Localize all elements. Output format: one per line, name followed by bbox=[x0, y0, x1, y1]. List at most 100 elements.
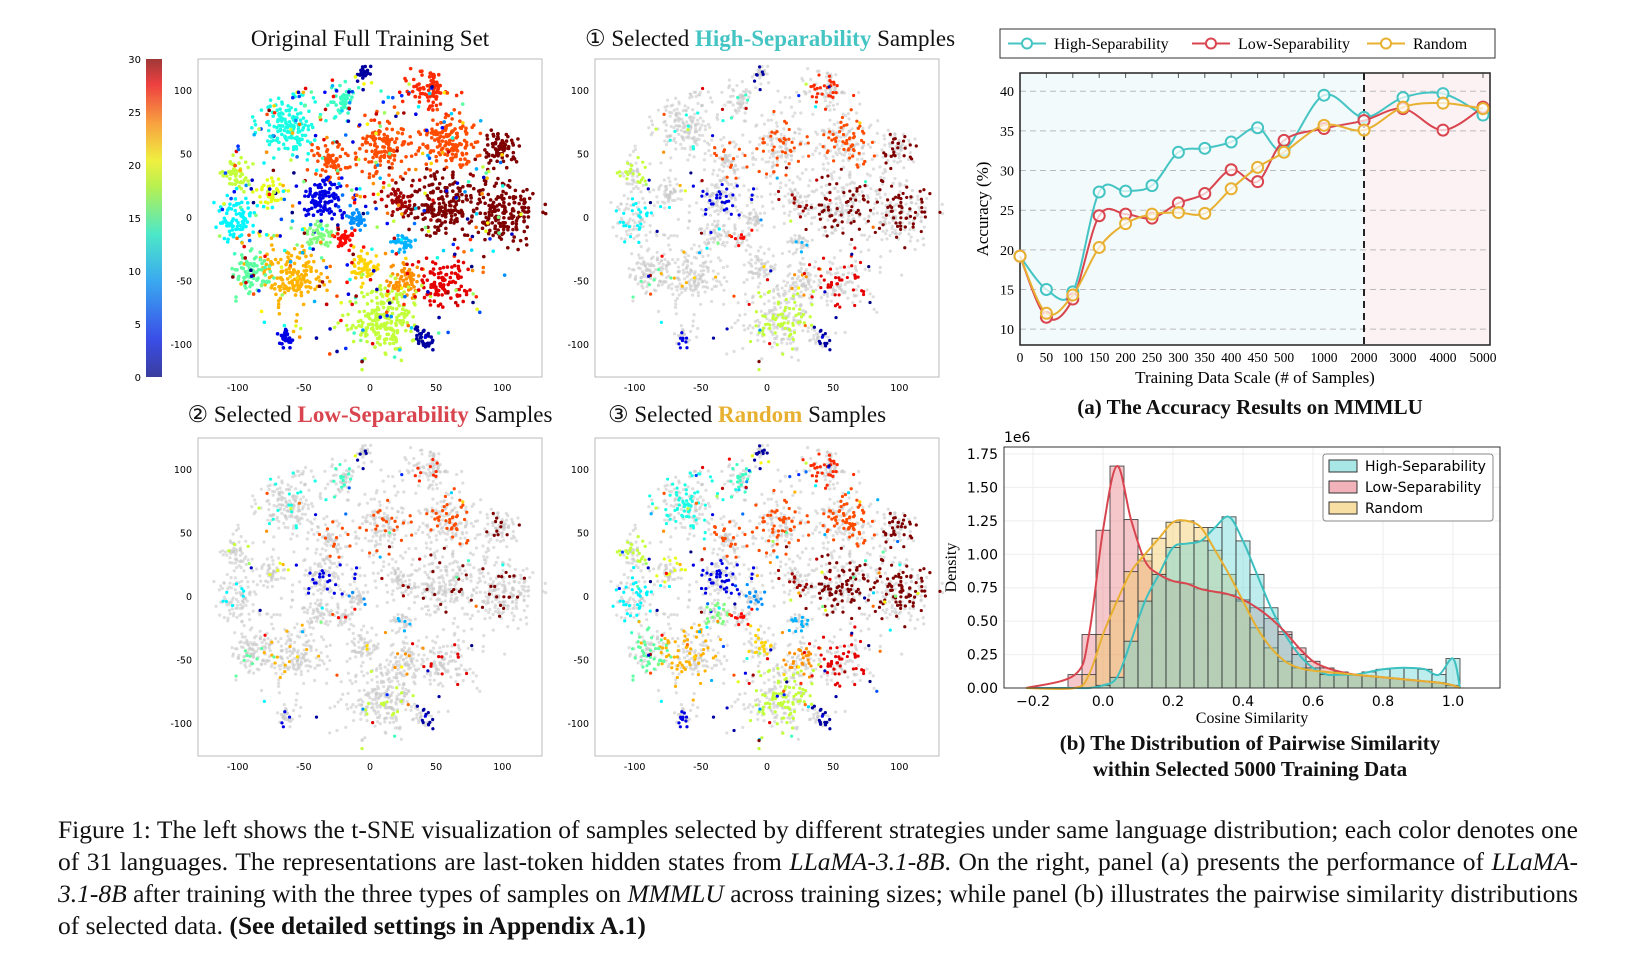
tsne-point bbox=[474, 225, 478, 230]
tsne-point bbox=[455, 131, 459, 136]
tsne-point-unselected bbox=[783, 289, 787, 293]
tsne-point-unselected bbox=[689, 92, 693, 96]
tsne-point-unselected bbox=[789, 105, 794, 109]
tsne-point-unselected bbox=[663, 105, 667, 109]
tsne-point-unselected bbox=[776, 89, 780, 93]
tsne-point bbox=[737, 147, 741, 151]
tsne-point-unselected bbox=[707, 149, 711, 153]
tsne-point bbox=[395, 330, 400, 335]
tsne-point-unselected bbox=[763, 211, 767, 215]
tsne-point-unselected bbox=[829, 299, 833, 303]
tsne-point bbox=[407, 310, 411, 315]
tsne-point-unselected bbox=[867, 234, 871, 239]
tsne-point bbox=[311, 229, 316, 233]
tsne-point-unselected bbox=[773, 192, 777, 196]
tsne-point bbox=[686, 124, 690, 128]
tsne-point-unselected bbox=[716, 256, 721, 260]
tsne-point bbox=[443, 220, 448, 224]
tsne-point bbox=[518, 238, 523, 243]
tsne-point bbox=[308, 187, 312, 191]
tsne-point bbox=[362, 262, 367, 266]
tsne-point bbox=[415, 279, 419, 284]
tsne-point-unselected bbox=[686, 254, 691, 258]
tsne-point bbox=[292, 171, 296, 175]
tsne-point-unselected bbox=[740, 229, 745, 233]
tsne-point-unselected bbox=[626, 197, 630, 201]
tsne-point-unselected bbox=[741, 133, 745, 137]
tsne-point-unselected bbox=[688, 115, 692, 119]
tsne-point bbox=[383, 251, 388, 256]
tsne-point bbox=[317, 153, 322, 158]
tsne-point bbox=[406, 323, 411, 328]
tsne-point-unselected bbox=[793, 233, 797, 238]
tsne-point-unselected bbox=[706, 253, 710, 258]
tsne-point bbox=[458, 125, 463, 130]
tsne-point bbox=[446, 150, 451, 154]
tsne-point bbox=[230, 228, 235, 232]
tsne-point-unselected bbox=[796, 175, 800, 179]
tsne-point-unselected bbox=[697, 282, 701, 286]
tsne-point-unselected bbox=[699, 207, 704, 212]
tsne-point-unselected bbox=[794, 304, 798, 308]
tsne-point bbox=[434, 290, 439, 295]
tsne-point bbox=[435, 255, 440, 260]
tsne-point bbox=[402, 311, 406, 316]
tsne-point bbox=[267, 280, 271, 284]
tsne-point bbox=[231, 234, 236, 239]
tsne-point bbox=[302, 231, 307, 235]
tsne-point-unselected bbox=[898, 159, 903, 163]
tsne-point-unselected bbox=[791, 240, 795, 244]
tsne-point-unselected bbox=[824, 183, 828, 187]
tsne-point bbox=[305, 139, 310, 143]
tsne-point bbox=[370, 311, 374, 315]
tsne-point bbox=[329, 209, 334, 214]
tsne-point-unselected bbox=[769, 264, 773, 268]
tsne-point bbox=[416, 339, 421, 343]
tsne-point-unselected bbox=[760, 157, 764, 161]
tsne-point bbox=[412, 285, 416, 289]
tsne-point-unselected bbox=[649, 133, 653, 137]
tsne-point-unselected bbox=[745, 277, 749, 282]
tsne-point-unselected bbox=[715, 115, 719, 119]
tsne-point-unselected bbox=[737, 193, 742, 197]
tsne-point bbox=[259, 108, 264, 112]
tsne-point-unselected bbox=[904, 202, 908, 206]
tsne-point bbox=[267, 192, 272, 197]
tsne-point bbox=[239, 282, 243, 286]
tsne-point-unselected bbox=[832, 122, 836, 126]
tsne-point-unselected bbox=[640, 284, 644, 288]
tsne-point bbox=[908, 207, 912, 211]
tsne-point bbox=[371, 155, 375, 160]
tsne-point-unselected bbox=[717, 156, 722, 160]
tsne-point bbox=[480, 226, 485, 231]
tsne-point-unselected bbox=[706, 286, 710, 290]
tsne-point bbox=[277, 285, 281, 289]
tsne-point bbox=[314, 277, 319, 281]
tsne-point-unselected bbox=[693, 284, 697, 289]
colorbar-tick-label: 20 bbox=[128, 161, 141, 172]
tsne-point-unselected bbox=[834, 197, 838, 201]
tsne-point-unselected bbox=[796, 275, 801, 279]
tsne-point bbox=[501, 227, 506, 232]
tsne-point bbox=[357, 72, 362, 77]
tsne-point bbox=[440, 213, 445, 218]
tsne-point bbox=[493, 230, 498, 235]
tsne-point-unselected bbox=[758, 76, 762, 80]
tsne-point bbox=[336, 244, 341, 249]
tsne-point-unselected bbox=[680, 291, 684, 295]
tsne-point-unselected bbox=[769, 329, 773, 333]
tsne-point-unselected bbox=[725, 264, 729, 268]
tsne-point bbox=[491, 200, 496, 205]
tsne-point-unselected bbox=[711, 236, 715, 240]
tsne-point-unselected bbox=[662, 233, 666, 237]
tsne-point-unselected bbox=[923, 206, 927, 210]
tsne-point-unselected bbox=[800, 243, 804, 248]
tsne-point bbox=[222, 202, 226, 206]
tsne-point bbox=[334, 156, 339, 161]
tsne-point bbox=[395, 207, 400, 212]
tsne-point bbox=[290, 281, 295, 286]
tsne-point-unselected bbox=[838, 265, 843, 270]
tsne-point bbox=[335, 294, 339, 298]
tsne-point-unselected bbox=[674, 112, 679, 116]
tsne-point bbox=[501, 189, 505, 194]
